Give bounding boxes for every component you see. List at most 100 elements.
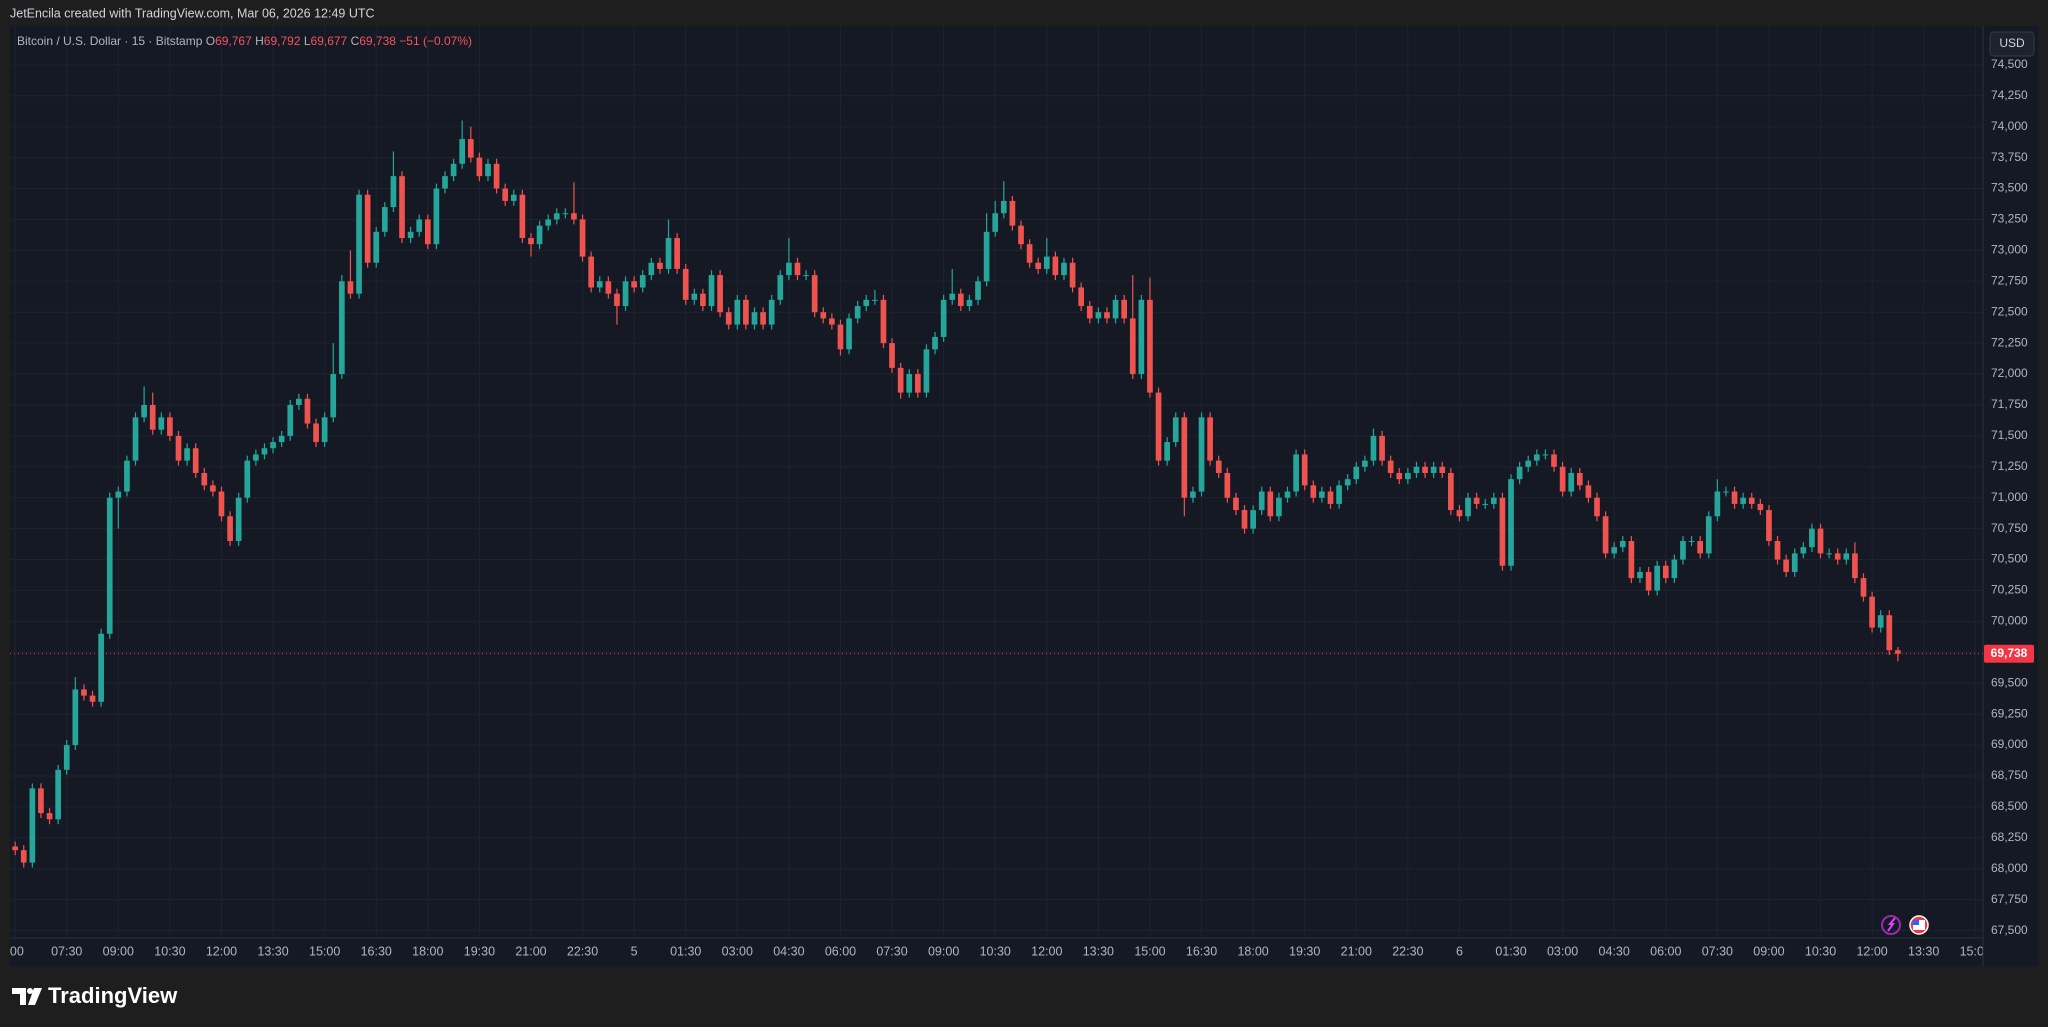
candle-body (528, 238, 534, 245)
candle-body (743, 299, 749, 325)
x-tick-label: 03:00 (722, 944, 753, 958)
y-tick-label: 73,250 (1991, 212, 2028, 226)
x-tick-label: 09:00 (928, 944, 959, 958)
candle-body (648, 262, 655, 276)
legend-symbol: Bitcoin / U.S. Dollar · 15 · Bitstamp (17, 34, 203, 48)
y-tick-label: 72,250 (1991, 335, 2028, 349)
candle-body (115, 491, 122, 498)
y-tick-label: 70,750 (1991, 521, 2028, 535)
candle-body (485, 163, 491, 177)
candle-body (708, 275, 715, 307)
candle-body (1387, 460, 1394, 473)
candle-body (915, 374, 921, 393)
candle-body (1233, 497, 1239, 511)
candle-body (364, 194, 371, 263)
candle-body (760, 312, 766, 325)
x-tick-label: 13:30 (1908, 944, 1939, 958)
candle-body (407, 231, 414, 239)
candle-body (46, 813, 53, 820)
currency[interactable]: USD (1999, 36, 2025, 50)
candle-body (786, 262, 792, 276)
candle-body (1310, 485, 1317, 498)
candle-body (98, 633, 104, 702)
currency-button[interactable] (1989, 31, 2035, 57)
candle-body (29, 788, 36, 863)
candle-body (579, 219, 586, 257)
candle-body (287, 404, 294, 436)
legend: Bitcoin / U.S. Dollar · 15 · Bitstamp O6… (17, 34, 472, 48)
candle-body (1422, 466, 1428, 473)
candle-body (192, 448, 199, 473)
candle-body (1018, 225, 1024, 245)
bottom-icons (1881, 915, 1929, 935)
candle-body (1628, 541, 1635, 579)
candle-body (149, 404, 156, 430)
y-tick-label: 71,000 (1991, 490, 2028, 504)
x-tick-label: 10:30 (154, 944, 185, 958)
candle-body (1061, 262, 1067, 276)
candle-body (1671, 559, 1678, 579)
candle-body (777, 275, 784, 300)
candles (10, 120, 1983, 868)
candle-body (691, 293, 698, 300)
candle-body (1241, 510, 1248, 529)
candle-body (1869, 596, 1875, 628)
candle-body (313, 423, 319, 443)
candle-body (356, 194, 362, 294)
candle-body (1783, 559, 1789, 572)
x-tick-label: 09:00 (103, 944, 134, 958)
x-tick-label: 18:00 (1237, 944, 1268, 958)
candle-body (1172, 417, 1179, 443)
candle-body (1637, 571, 1643, 579)
candle-body (167, 417, 173, 436)
candle-body (1662, 565, 1669, 579)
x-tick-label: 13:30 (257, 944, 288, 958)
candle-body (1052, 256, 1059, 276)
candle-body (1069, 262, 1076, 288)
legend-low-label: L (304, 34, 311, 48)
candle-body (1250, 510, 1256, 529)
candle-body (949, 293, 956, 300)
y-tick-label: 74,000 (1991, 119, 2028, 133)
legend-low: 69,677 (311, 34, 348, 48)
candle-body (588, 256, 594, 288)
candle-body (622, 281, 629, 307)
candle-body (1104, 312, 1110, 319)
candle-body (124, 460, 130, 492)
icon-events[interactable] (1881, 915, 1901, 935)
x-tick-label: 07:30 (1702, 944, 1733, 958)
candle-body (897, 367, 904, 393)
candle-body (863, 299, 870, 307)
candle-body (1327, 491, 1334, 504)
x-tick-label: 18:00 (412, 944, 443, 958)
candle-body (1301, 454, 1308, 486)
candle-body (1508, 479, 1514, 566)
candle-body (1155, 392, 1162, 461)
candle-body (768, 299, 775, 325)
candle-body (1095, 312, 1102, 319)
candle-body (1276, 497, 1282, 517)
x-tick-label: 03:00 (1547, 944, 1578, 958)
candle-body (605, 281, 612, 294)
candle-body (1379, 435, 1385, 461)
candle-body (674, 238, 680, 269)
candle-body (1791, 553, 1798, 572)
candle-body (1344, 479, 1351, 486)
y-tick-label: 70,250 (1991, 583, 2028, 597)
x-tick-label: 07:30 (876, 944, 907, 958)
candle-body (1181, 417, 1188, 498)
candle-body (261, 448, 268, 455)
candle-body (1886, 615, 1893, 651)
candle-body (700, 293, 706, 307)
y-axis: 67,500 67,750 68,000 68,250 68,500 68,750 69,0… (1991, 57, 2028, 937)
candle-body (278, 435, 285, 443)
legend-open: 69,767 (215, 34, 252, 48)
candle-body (373, 231, 380, 263)
candle-body (1645, 571, 1652, 591)
y-tick-label: 72,000 (1991, 366, 2028, 380)
candle-body (992, 213, 999, 232)
candle-body (657, 262, 663, 269)
candle-body (1258, 491, 1265, 511)
y-tick-label: 68,750 (1991, 768, 2028, 782)
chart-pane (10, 26, 2038, 966)
